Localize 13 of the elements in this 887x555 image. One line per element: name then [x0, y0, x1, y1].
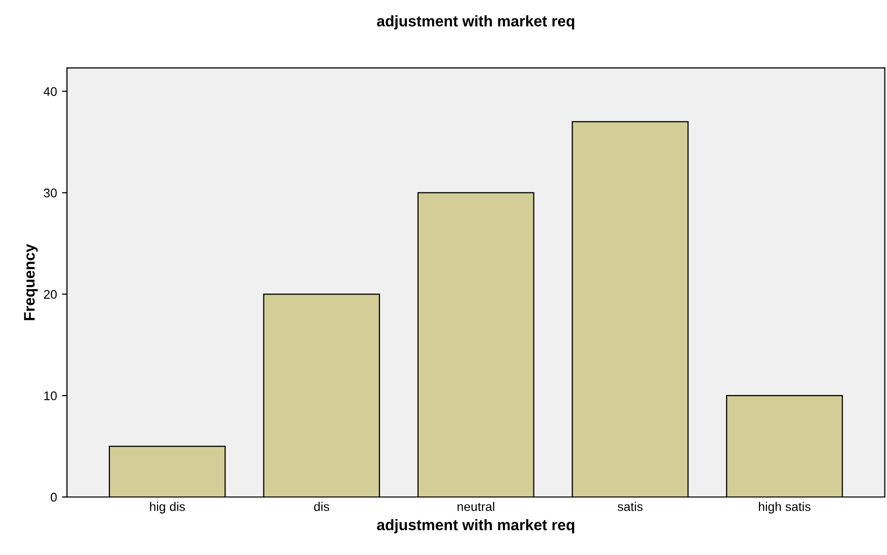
x-tick-label: high satis: [758, 502, 810, 514]
y-tick-label: 0: [50, 492, 57, 502]
x-tick-label: satis: [618, 502, 643, 512]
y-tick-label: 10: [44, 391, 57, 400]
x-tick-label: hig dis: [150, 502, 185, 514]
y-axis-title: Frequency: [24, 244, 38, 320]
x-tick-label: neutral: [458, 502, 494, 512]
x-axis-title: adjustment with market req: [377, 519, 574, 534]
chart-title: adjustment with market req: [377, 15, 574, 30]
y-tick-label: 40: [44, 87, 57, 96]
x-tick-label: dis: [314, 502, 330, 512]
y-tick-label: 30: [44, 188, 57, 198]
y-tick-label: 20: [44, 290, 57, 299]
